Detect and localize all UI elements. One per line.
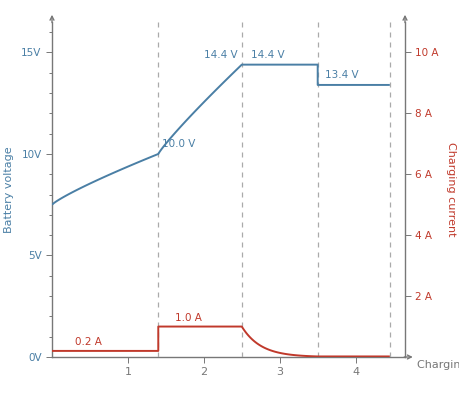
Y-axis label: Battery voltage: Battery voltage	[4, 146, 14, 233]
Text: 0.2 A: 0.2 A	[75, 337, 101, 347]
Y-axis label: Charging current: Charging current	[445, 142, 455, 237]
Text: 14.4 V: 14.4 V	[250, 49, 284, 60]
Text: 14.4 V: 14.4 V	[203, 49, 237, 60]
Text: 13.4 V: 13.4 V	[325, 70, 358, 80]
Text: Charging step: Charging step	[416, 360, 459, 370]
Text: 10.0 V: 10.0 V	[162, 139, 195, 149]
Text: 1.0 A: 1.0 A	[174, 313, 202, 323]
